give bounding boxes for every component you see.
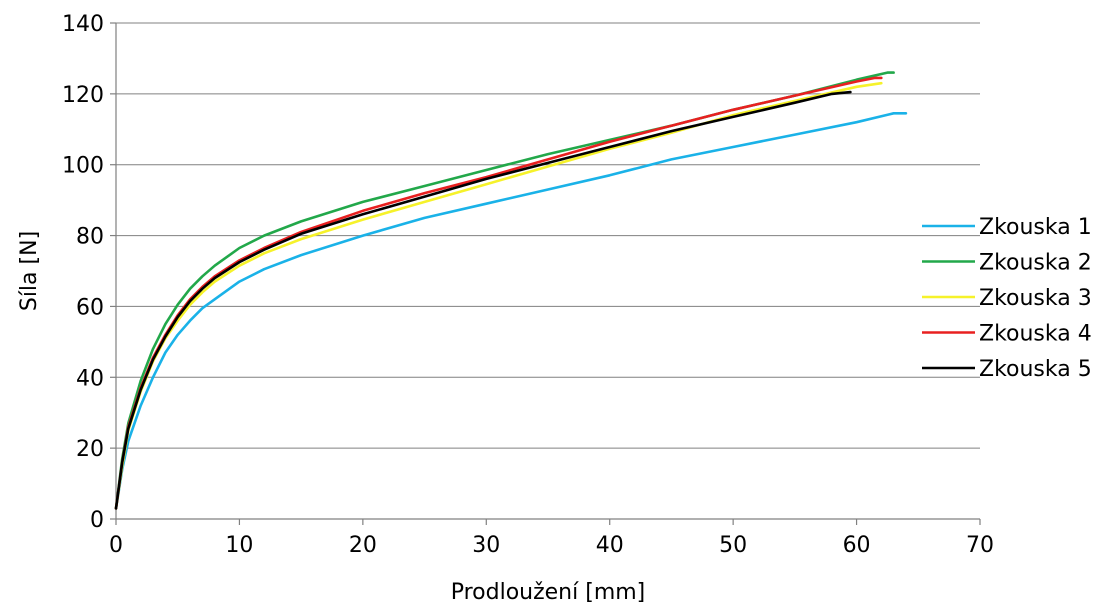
x-tick-label-0: 0 bbox=[109, 533, 123, 558]
legend-label-3: Zkouska 3 bbox=[979, 286, 1092, 311]
y-tick-label-3: 60 bbox=[76, 295, 104, 320]
y-tick-label-1: 20 bbox=[76, 437, 104, 462]
y-tick-label-7: 140 bbox=[62, 12, 104, 37]
y-tick-label-6: 120 bbox=[62, 83, 104, 108]
series-line-1 bbox=[114, 112, 908, 510]
x-tick-label-6: 60 bbox=[843, 533, 871, 558]
x-tick-label-1: 10 bbox=[225, 533, 253, 558]
grid bbox=[116, 22, 980, 449]
series-line-5 bbox=[114, 90, 852, 510]
y-axis-title: Síla [N] bbox=[17, 231, 42, 311]
x-tick-label-4: 40 bbox=[596, 533, 624, 558]
legend-label-4: Zkouska 4 bbox=[979, 322, 1092, 347]
x-tick-label-2: 20 bbox=[349, 533, 377, 558]
y-tick-label-5: 100 bbox=[62, 154, 104, 179]
y-tick-label-4: 80 bbox=[76, 225, 104, 250]
legend: Zkouska 1 Zkouska 2 Zkouska 3 Zkouska 4 Zkou… bbox=[922, 215, 1092, 382]
series-line-3 bbox=[114, 81, 883, 510]
plot-series bbox=[114, 71, 908, 510]
tick-labels: 0 20 40 60 80 100 120 140 0 10 20 30 40 50 60 70 bbox=[62, 12, 994, 558]
legend-label-5: Zkouska 5 bbox=[979, 357, 1092, 382]
legend-label-2: Zkouska 2 bbox=[979, 251, 1092, 276]
y-tick-label-0: 0 bbox=[90, 508, 104, 533]
axes bbox=[110, 22, 981, 525]
x-tick-label-5: 50 bbox=[719, 533, 747, 558]
x-axis-title: Prodloužení [mm] bbox=[451, 580, 646, 605]
x-tick-label-7: 70 bbox=[966, 533, 994, 558]
x-tick-label-3: 30 bbox=[472, 533, 500, 558]
series-line-4 bbox=[114, 76, 883, 510]
y-tick-label-2: 40 bbox=[76, 366, 104, 391]
legend-label-1: Zkouska 1 bbox=[979, 215, 1092, 240]
